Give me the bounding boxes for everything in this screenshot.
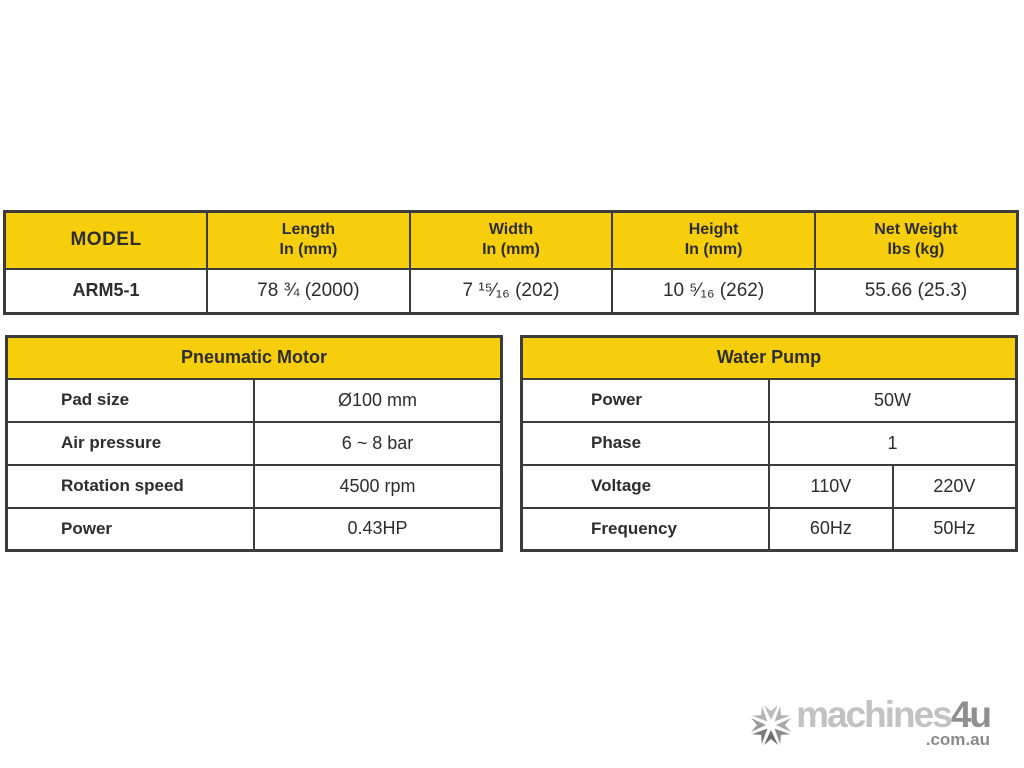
frequency-value-1: 60Hz [768,506,894,552]
phase-label: Phase [520,420,770,466]
pump-power-label: Power [520,377,770,423]
water-pump-table: Water Pump Power 50W Phase 1 Voltage 110… [520,335,1018,552]
pad-size-label: Pad size [5,377,255,423]
pneumatic-motor-title: Pneumatic Motor [5,335,503,380]
width-value: 7 ¹⁵⁄₁₆ (202) [408,267,614,315]
air-pressure-value: 6 ~ 8 bar [253,420,503,466]
frequency-value-2: 50Hz [891,506,1018,552]
pneumatic-motor-table: Pneumatic Motor Pad size Ø100 mm Air pre… [5,335,503,552]
table-row: Phase 1 [520,420,1018,466]
motor-power-value: 0.43HP [253,506,503,552]
water-pump-header-row: Water Pump [520,335,1018,380]
column-header-length: Length In (mm) [206,210,411,270]
machines4u-logo: machines4u .com.au [748,694,992,754]
column-header-height: Height In (mm) [611,210,816,270]
frequency-label: Frequency [520,506,770,552]
logo-brand-text: machines [796,694,953,735]
starburst-arrows-icon [748,699,794,754]
phase-value: 1 [768,420,1018,466]
table-row: Air pressure 6 ~ 8 bar [5,420,503,466]
logo-domain-text: .com.au [925,730,990,749]
rotation-speed-label: Rotation speed [5,463,255,509]
table-row: Power 50W [520,377,1018,423]
pad-size-value: Ø100 mm [253,377,503,423]
voltage-value-1: 110V [768,463,894,509]
voltage-value-2: 220V [891,463,1018,509]
logo-text: machines4u .com.au [796,694,992,749]
table-row: Pad size Ø100 mm [5,377,503,423]
water-pump-title: Water Pump [520,335,1018,380]
column-header-model: MODEL [3,210,209,270]
model-value: ARM5-1 [3,267,209,315]
logo-suffix-text: 4u [950,694,992,735]
height-value: 10 ⁵⁄₁₆ (262) [611,267,816,315]
rotation-speed-value: 4500 rpm [253,463,503,509]
length-value: 78 ¾ (2000) [206,267,411,315]
voltage-label: Voltage [520,463,770,509]
spec-data-row: ARM5-1 78 ¾ (2000) 7 ¹⁵⁄₁₆ (202) 10 ⁵⁄₁₆… [3,267,1019,315]
column-header-width: Width In (mm) [408,210,614,270]
pneumatic-motor-header-row: Pneumatic Motor [5,335,503,380]
spec-header-row: MODEL Length In (mm) Width In (mm) Heigh… [3,210,1019,270]
table-row: Rotation speed 4500 rpm [5,463,503,509]
table-row: Frequency 60Hz 50Hz [520,506,1018,552]
air-pressure-label: Air pressure [5,420,255,466]
table-row: Power 0.43HP [5,506,503,552]
pump-power-value: 50W [768,377,1018,423]
logo-wordmark: machines4u [796,694,992,735]
column-header-net-weight: Net Weight lbs (kg) [813,210,1019,270]
motor-power-label: Power [5,506,255,552]
table-row: Voltage 110V 220V [520,463,1018,509]
model-spec-table: MODEL Length In (mm) Width In (mm) Heigh… [3,210,1019,315]
net-weight-value: 55.66 (25.3) [813,267,1019,315]
